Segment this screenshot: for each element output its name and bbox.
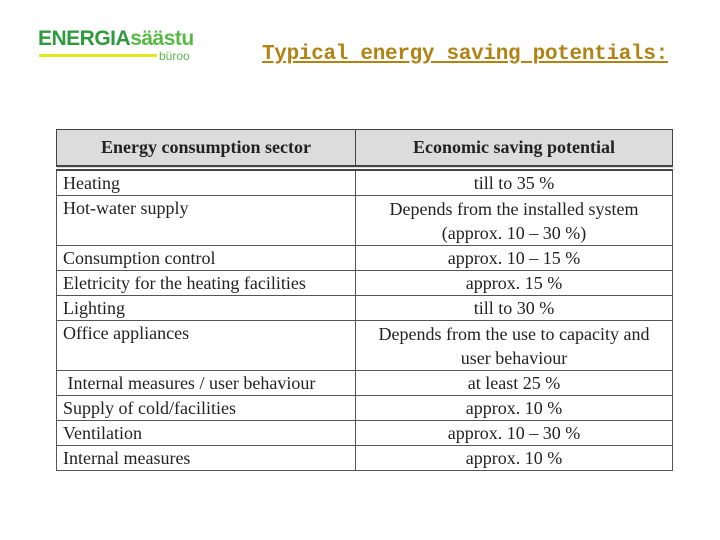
table-row: Heating till to 35 %	[56, 165, 673, 196]
sector-cell: Supply of cold/facilities	[56, 395, 356, 421]
sector-cell: Internal measures / user behaviour	[56, 370, 356, 396]
sector-cell: Office appliances	[56, 320, 356, 371]
saving-cell: till to 35 %	[355, 165, 673, 196]
slide-title: Typical energy saving potentials:	[262, 43, 668, 66]
saving-cell: till to 30 %	[355, 295, 673, 321]
sector-cell: Eletricity for the heating facilities	[56, 270, 356, 296]
logo-energia-text: ENERGIA	[38, 27, 131, 50]
table-row: Lighting till to 30 %	[56, 295, 673, 321]
saving-cell: approx. 10 – 30 %	[355, 420, 673, 446]
saving-cell: approx. 10 %	[355, 445, 673, 471]
table-row: Office appliances Depends from the use t…	[56, 320, 673, 371]
table-row: Supply of cold/facilities approx. 10 %	[56, 395, 673, 421]
table-header-row: Energy consumption sector Economic savin…	[56, 129, 673, 169]
table-row: Internal measures / user behaviour at le…	[56, 370, 673, 396]
header-sector: Energy consumption sector	[56, 129, 356, 169]
sector-cell: Consumption control	[56, 245, 356, 271]
saving-cell: approx. 15 %	[355, 270, 673, 296]
table-row: Ventilation approx. 10 – 30 %	[56, 420, 673, 446]
table-row: Hot-water supply Depends from the instal…	[56, 195, 673, 246]
header-saving: Economic saving potential	[355, 129, 673, 169]
saving-cell: approx. 10 – 15 %	[355, 245, 673, 271]
saving-cell: approx. 10 %	[355, 395, 673, 421]
saving-cell: at least 25 %	[355, 370, 673, 396]
sector-cell: Heating	[56, 165, 356, 196]
sector-cell: Ventilation	[56, 420, 356, 446]
table-row: Consumption control approx. 10 – 15 %	[56, 245, 673, 271]
saving-potential-table: Energy consumption sector Economic savin…	[56, 129, 673, 471]
saving-cell: Depends from the use to capacity and use…	[355, 320, 673, 371]
logo-underline-bar	[39, 54, 157, 57]
sector-cell: Internal measures	[56, 445, 356, 471]
saving-cell: Depends from the installed system (appro…	[355, 195, 673, 246]
sector-cell: Lighting	[56, 295, 356, 321]
logo-subtitle: büroo	[159, 49, 190, 63]
sector-cell: Hot-water supply	[56, 195, 356, 246]
logo-u-text: u	[181, 27, 194, 50]
table-row: Eletricity for the heating facilities ap…	[56, 270, 673, 296]
energiasaastu-logo: ENERGIA sääst u büroo	[38, 28, 208, 68]
table-row: Internal measures approx. 10 %	[56, 445, 673, 471]
logo-saast-text: sääst	[130, 27, 182, 50]
logo-wordmark: ENERGIA sääst u	[38, 28, 208, 50]
